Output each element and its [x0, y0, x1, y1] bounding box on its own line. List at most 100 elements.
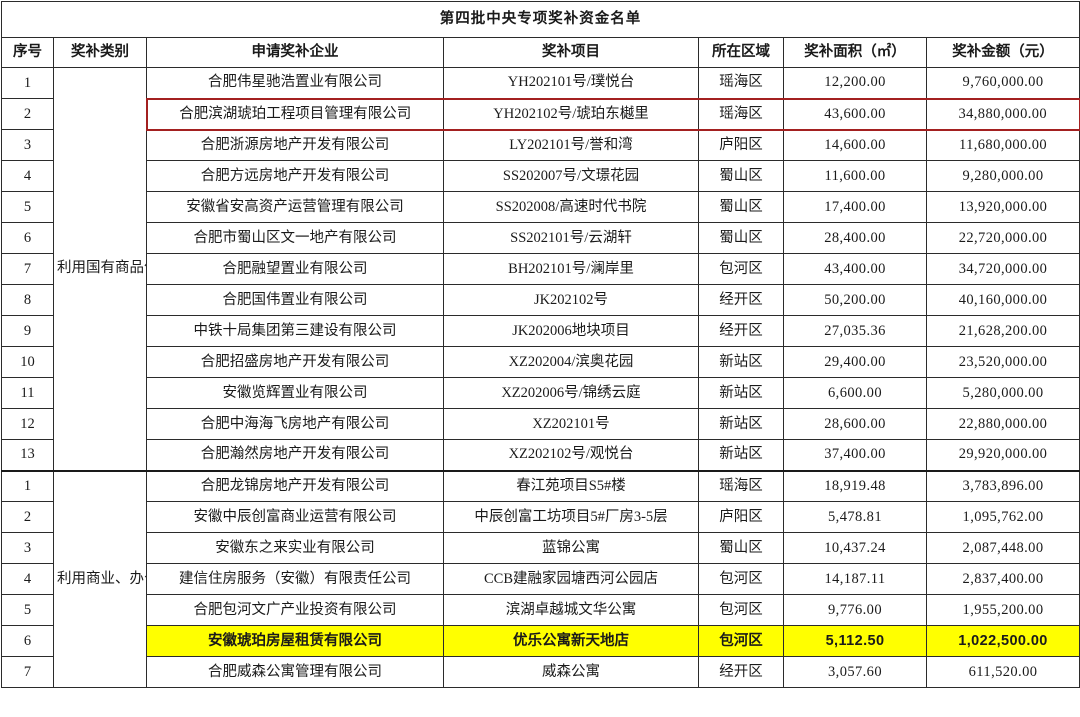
cell-district: 包河区 — [698, 563, 784, 595]
table-row: 2 合肥滨湖琥珀工程项目管理有限公司 YH202102号/琥珀东樾里 瑶海区 43,60… — [1, 97, 1080, 131]
column-header-project: 奖补项目 — [443, 37, 699, 68]
table-row: 7 合肥融望置业有限公司 BH202101号/澜岸里 包河区 43,400.00 34,7… — [1, 253, 1080, 285]
cell-award-amount: 34,880,000.00 — [925, 97, 1080, 131]
table-row: 11 安徽览辉置业有限公司 XZ202006号/锦绣云庭 新站区 6,600.00 5,2… — [1, 377, 1080, 409]
cell-award-area: 17,400.00 — [783, 191, 927, 223]
cell-serial-number: 12 — [1, 408, 54, 440]
cell-project-name: LY202101号/誉和湾 — [443, 129, 699, 161]
cell-serial-number: 7 — [1, 253, 54, 285]
cell-award-category: 利用国有商品住房建设用地新建租赁住房 — [53, 67, 147, 471]
cell-award-amount: 2,087,448.00 — [925, 532, 1080, 564]
cell-award-amount: 9,280,000.00 — [925, 160, 1080, 192]
cell-serial-number: 5 — [1, 594, 54, 626]
column-header-company: 申请奖补企业 — [146, 37, 444, 68]
cell-serial-number: 1 — [1, 67, 54, 99]
cell-serial-number: 3 — [1, 129, 54, 161]
table-row: 8 合肥国伟置业有限公司 JK202102号 经开区 50,200.00 40,160,0… — [1, 284, 1080, 316]
cell-award-amount: 9,760,000.00 — [925, 67, 1080, 99]
cell-serial-number: 4 — [1, 160, 54, 192]
cell-company-name: 合肥中海海飞房地产有限公司 — [146, 408, 444, 440]
cell-award-amount: 29,920,000.00 — [925, 439, 1080, 471]
cell-award-area: 29,400.00 — [783, 346, 927, 378]
cell-company-name: 合肥威森公寓管理有限公司 — [146, 656, 444, 688]
cell-company-name: 中铁十局集团第三建设有限公司 — [146, 315, 444, 347]
cell-serial-number: 8 — [1, 284, 54, 316]
cell-award-area: 28,600.00 — [783, 408, 927, 440]
cell-project-name: CCB建融家园塘西河公园店 — [443, 563, 699, 595]
cell-award-area: 43,400.00 — [783, 253, 927, 285]
cell-award-amount: 5,280,000.00 — [925, 377, 1080, 409]
cell-company-name: 安徽琥珀房屋租赁有限公司 — [146, 625, 444, 657]
cell-award-area: 43,600.00 — [783, 97, 927, 131]
cell-award-amount: 1,022,500.00 — [925, 625, 1080, 657]
table-row: 6 合肥市蜀山区文一地产有限公司 SS202101号/云湖轩 蜀山区 28,400.00… — [1, 222, 1080, 254]
cell-award-amount: 22,880,000.00 — [925, 408, 1080, 440]
cell-company-name: 合肥龙锦房地产开发有限公司 — [146, 469, 444, 502]
table-row: 5 安徽省安高资产运营管理有限公司 SS202008/高速时代书院 蜀山区 17,400… — [1, 191, 1080, 223]
cell-district: 庐阳区 — [698, 129, 784, 161]
table-row: 4 合肥方远房地产开发有限公司 SS202007号/文璟花园 蜀山区 11,600.00… — [1, 160, 1080, 192]
cell-district: 瑶海区 — [698, 67, 784, 99]
table-row: 12 合肥中海海飞房地产有限公司 XZ202101号 新站区 28,600.00 22,8… — [1, 408, 1080, 440]
cell-company-name: 合肥浙源房地产开发有限公司 — [146, 129, 444, 161]
column-header-area: 奖补面积（㎡） — [783, 37, 927, 68]
cell-project-name: XZ202004/滨奥花园 — [443, 346, 699, 378]
table-row: 5 合肥包河文广产业投资有限公司 滨湖卓越城文华公寓 包河区 9,776.00 1,955… — [1, 594, 1080, 626]
cell-district: 新站区 — [698, 408, 784, 440]
page-title: 第四批中央专项奖补资金名单 — [0, 1, 1080, 38]
cell-company-name: 合肥包河文广产业投资有限公司 — [146, 594, 444, 626]
cell-award-amount: 40,160,000.00 — [925, 284, 1080, 316]
cell-project-name: 优乐公寓新天地店 — [443, 625, 699, 657]
column-header-district: 所在区域 — [698, 37, 784, 68]
table-row: 13 合肥瀚然房地产开发有限公司 XZ202102号/观悦台 新站区 37,400.00… — [1, 439, 1080, 471]
cell-award-area: 5,478.81 — [783, 501, 927, 533]
cell-serial-number: 2 — [1, 501, 54, 533]
cell-award-amount: 22,720,000.00 — [925, 222, 1080, 254]
table-row: 3 安徽东之来实业有限公司 蓝锦公寓 蜀山区 10,437.24 2,087,448.00 — [1, 532, 1080, 564]
cell-project-name: 春江苑项目S5#楼 — [443, 469, 699, 502]
cell-project-name: 蓝锦公寓 — [443, 532, 699, 564]
table-row: 9 中铁十局集团第三建设有限公司 JK202006地块项目 经开区 27,035.36 2… — [1, 315, 1080, 347]
cell-award-area: 50,200.00 — [783, 284, 927, 316]
cell-district: 包河区 — [698, 253, 784, 285]
table-row: 6 安徽琥珀房屋租赁有限公司 优乐公寓新天地店 包河区 5,112.50 1,022,50… — [1, 625, 1080, 657]
cell-project-name: 中辰创富工坊项目5#厂房3-5层 — [443, 501, 699, 533]
cell-award-area: 18,919.48 — [783, 469, 927, 502]
cell-project-name: YH202101号/璞悦台 — [443, 67, 699, 99]
cell-district: 新站区 — [698, 377, 784, 409]
cell-district: 经开区 — [698, 656, 784, 688]
cell-project-name: YH202102号/琥珀东樾里 — [443, 97, 699, 131]
cell-company-name: 安徽中辰创富商业运营有限公司 — [146, 501, 444, 533]
cell-company-name: 合肥方远房地产开发有限公司 — [146, 160, 444, 192]
cell-project-name: 威森公寓 — [443, 656, 699, 688]
cell-award-area: 12,200.00 — [783, 67, 927, 99]
cell-award-amount: 1,955,200.00 — [925, 594, 1080, 626]
table-header-row: 序号 奖补类别 申请奖补企业 奖补项目 所在区域 奖补面积（㎡） 奖补金额（元） — [1, 37, 1080, 68]
cell-company-name: 安徽省安高资产运营管理有限公司 — [146, 191, 444, 223]
cell-award-area: 11,600.00 — [783, 160, 927, 192]
column-header-category: 奖补类别 — [53, 37, 147, 68]
cell-project-name: 滨湖卓越城文华公寓 — [443, 594, 699, 626]
cell-project-name: JK202102号 — [443, 284, 699, 316]
cell-award-category: 利用商业、办公、工业厂房等非住宅按规定集中改建为租赁住房项目 — [53, 469, 147, 688]
table-row: 1利用商业、办公、工业厂房等非住宅按规定集中改建为租赁住房项目合肥龙锦房地产开发… — [1, 469, 1080, 688]
cell-award-amount: 11,680,000.00 — [925, 129, 1080, 161]
cell-company-name: 合肥瀚然房地产开发有限公司 — [146, 439, 444, 471]
cell-district: 庐阳区 — [698, 501, 784, 533]
cell-award-area: 27,035.36 — [783, 315, 927, 347]
table-row: 10 合肥招盛房地产开发有限公司 XZ202004/滨奥花园 新站区 29,400.00… — [1, 346, 1080, 378]
cell-company-name: 合肥伟星驰浩置业有限公司 — [146, 67, 444, 99]
cell-serial-number: 10 — [1, 346, 54, 378]
cell-award-area: 3,057.60 — [783, 656, 927, 688]
cell-award-area: 28,400.00 — [783, 222, 927, 254]
cell-district: 蜀山区 — [698, 191, 784, 223]
cell-serial-number: 6 — [1, 222, 54, 254]
cell-district: 包河区 — [698, 594, 784, 626]
cell-district: 包河区 — [698, 625, 784, 657]
cell-award-area: 5,112.50 — [783, 625, 927, 657]
cell-award-area: 6,600.00 — [783, 377, 927, 409]
cell-company-name: 合肥滨湖琥珀工程项目管理有限公司 — [145, 97, 444, 131]
cell-award-amount: 13,920,000.00 — [925, 191, 1080, 223]
cell-award-amount: 23,520,000.00 — [925, 346, 1080, 378]
